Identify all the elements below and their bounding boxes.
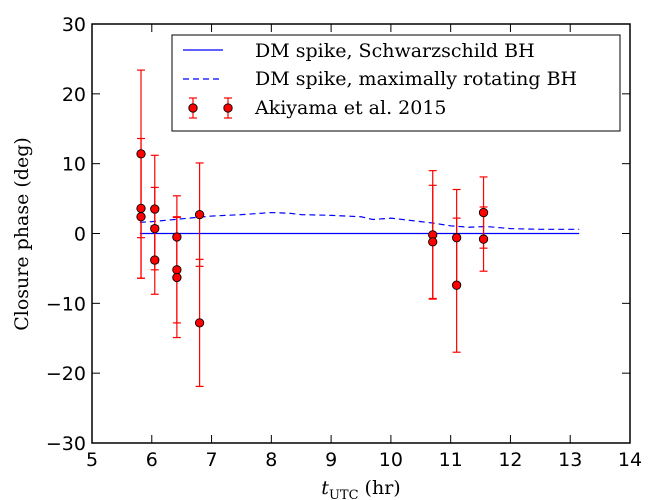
x-axis-label: tUTC (hr) [321, 477, 400, 500]
data-point-marker [194, 209, 205, 220]
x-tick-label: 7 [206, 449, 218, 471]
data-point-marker [451, 280, 462, 290]
x-tick-label: 11 [439, 449, 463, 471]
data-point-marker [150, 223, 160, 234]
y-tick-label: 0 [74, 224, 86, 246]
legend-box [171, 34, 621, 132]
data-point-marker [478, 234, 489, 244]
y-tick-label: −10 [46, 293, 86, 315]
data-point-marker [172, 272, 182, 283]
data-point-marker [478, 207, 489, 218]
series-line-rotating [139, 211, 580, 230]
data-point-marker [428, 237, 438, 247]
x-tick-label: 5 [86, 449, 98, 471]
legend-label-schwarzschild: DM spike, Schwarzschild BH [255, 40, 535, 62]
x-axis-label-subscript: UTC [329, 488, 359, 500]
data-point-marker [136, 212, 146, 222]
legend-handle-errorbar [188, 97, 233, 119]
y-tick-label: 30 [62, 14, 86, 36]
x-tick-label: 13 [558, 449, 582, 471]
data-point-marker [136, 203, 146, 214]
plot-frame [91, 23, 631, 444]
x-tick-label: 14 [618, 449, 642, 471]
data-point-marker [194, 318, 205, 328]
x-tick-label: 9 [325, 449, 337, 471]
y-tick-label: 10 [62, 154, 86, 176]
data-point-marker [172, 232, 182, 242]
data-point-marker [150, 204, 160, 214]
y-tick-label: 20 [62, 84, 86, 106]
data-point-marker [451, 233, 462, 243]
legend: DM spike, Schwarzschild BH DM spike, max… [171, 34, 621, 132]
y-tick-label: −30 [46, 433, 86, 455]
plot-area [136, 69, 580, 388]
x-tick-label: 10 [379, 449, 403, 471]
x-tick-label: 8 [265, 449, 277, 471]
data-point-marker [136, 149, 146, 159]
x-axis-label-var: t [321, 477, 329, 499]
x-tick-label: 12 [498, 449, 522, 471]
data-point-marker [172, 265, 182, 275]
y-axis-label: Closure phase (deg) [11, 137, 33, 331]
legend-label-akiyama: Akiyama et al. 2015 [254, 97, 447, 119]
x-axis-label-unit: (hr) [359, 477, 401, 499]
data-point-marker [150, 255, 160, 265]
legend-label-rotating: DM spike, maximally rotating BH [255, 68, 577, 90]
x-tick-label: 6 [146, 449, 158, 471]
y-tick-label: −20 [46, 363, 86, 385]
